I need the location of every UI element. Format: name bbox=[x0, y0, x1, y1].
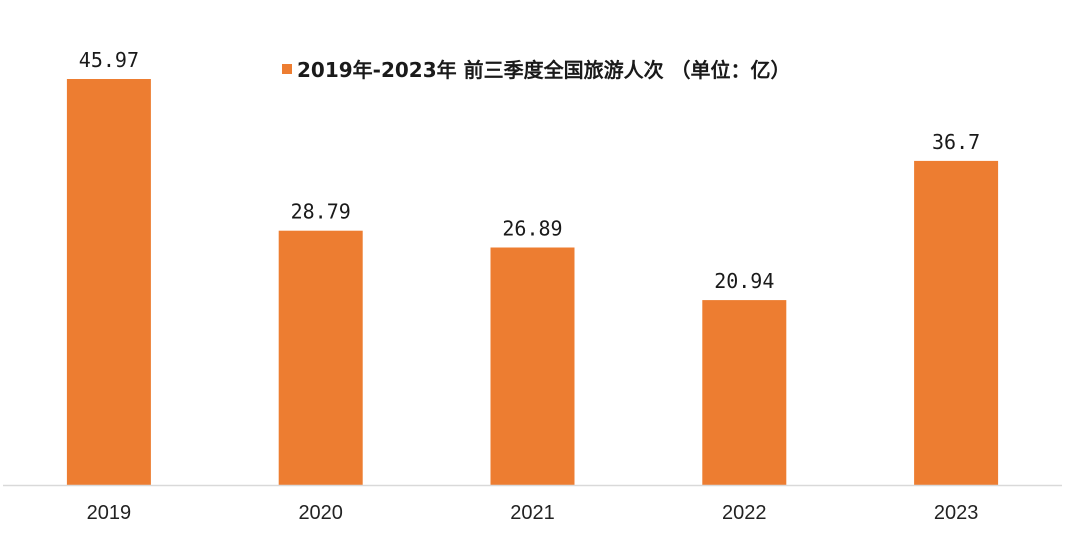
legend-swatch bbox=[282, 64, 292, 74]
bar-2019 bbox=[66, 79, 151, 485]
bar-2022 bbox=[702, 300, 787, 485]
value-label-2019: 45.97 bbox=[79, 48, 139, 72]
x-tick-labels-group: 2019 2020 2021 2022 2023 bbox=[87, 502, 979, 524]
value-label-2020: 28.79 bbox=[291, 200, 351, 224]
legend: 2019年-2023年 前三季度全国旅游人次 （单位：亿） bbox=[282, 58, 791, 82]
x-tick-label-2022: 2022 bbox=[722, 502, 767, 524]
x-tick-label-2021: 2021 bbox=[510, 502, 555, 524]
x-tick-label-2020: 2020 bbox=[298, 502, 343, 524]
legend-label: 2019年-2023年 前三季度全国旅游人次 （单位：亿） bbox=[297, 58, 791, 82]
value-label-2022: 20.94 bbox=[714, 269, 774, 293]
value-labels-group: 45.97 28.79 26.89 20.94 36.7 bbox=[79, 48, 980, 293]
bars-group bbox=[66, 79, 999, 485]
x-tick-label-2023: 2023 bbox=[934, 502, 979, 524]
value-label-2023: 36.7 bbox=[932, 130, 980, 154]
bar-2021 bbox=[490, 247, 575, 485]
bar-2023 bbox=[914, 160, 999, 485]
bar-2020 bbox=[278, 230, 363, 485]
value-label-2021: 26.89 bbox=[502, 217, 562, 241]
x-tick-label-2019: 2019 bbox=[87, 502, 132, 524]
